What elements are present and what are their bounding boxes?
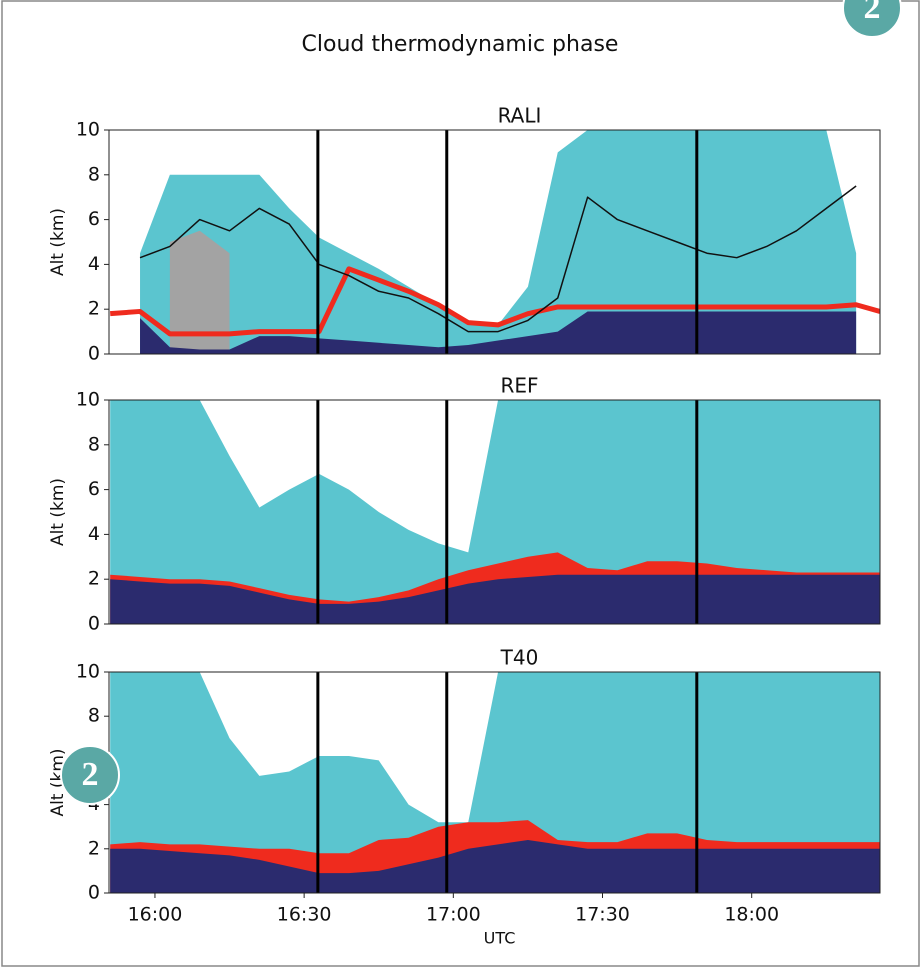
- y-tick-label: 4: [88, 523, 100, 545]
- y-tick-label: 2: [88, 298, 100, 320]
- phase-line: [139, 185, 857, 333]
- x-tick-label: 17:00: [426, 904, 481, 926]
- phase-area: [110, 839, 880, 893]
- y-tick-label: 10: [76, 661, 100, 683]
- y-tick-label: 0: [88, 343, 100, 365]
- phase-line: [110, 266, 880, 337]
- x-axis-label: UTC: [484, 929, 516, 948]
- y-tick-label: 0: [88, 613, 100, 635]
- axes-frame: [108, 129, 881, 355]
- x-tick-label: 16:00: [128, 904, 183, 926]
- y-tick-label: 2: [88, 837, 100, 859]
- y-axis-label: Alt (km): [48, 208, 68, 276]
- badge-label: 2: [82, 756, 99, 793]
- plot-area: [110, 672, 880, 893]
- panel-title: T40: [500, 646, 539, 670]
- y-axis-label: Alt (km): [48, 478, 68, 546]
- plot-area: [110, 400, 880, 624]
- x-tick-label: 17:30: [575, 904, 630, 926]
- axes-frame: [108, 399, 881, 625]
- badge-label: 2: [864, 0, 881, 26]
- x-tick-label: 18:00: [724, 904, 779, 926]
- y-tick-label: 8: [88, 163, 100, 185]
- phase-area: [110, 574, 880, 624]
- figure-title: Cloud thermodynamic phase: [302, 32, 619, 57]
- y-tick-label: 0: [88, 882, 100, 904]
- badge: [60, 745, 120, 805]
- phase-area: [169, 230, 230, 354]
- y-tick-label: 10: [76, 389, 100, 411]
- y-tick-label: 8: [88, 433, 100, 455]
- y-tick-label: 6: [88, 478, 100, 500]
- y-tick-label: 6: [88, 208, 100, 230]
- panel-title: RALI: [498, 104, 542, 128]
- badge: [842, 0, 902, 38]
- panel-title: REF: [500, 374, 538, 398]
- y-tick-label: 8: [88, 705, 100, 727]
- y-tick-label: 10: [76, 119, 100, 141]
- x-tick-label: 16:30: [277, 904, 332, 926]
- y-tick-label: 4: [88, 253, 100, 275]
- y-tick-label: 2: [88, 568, 100, 590]
